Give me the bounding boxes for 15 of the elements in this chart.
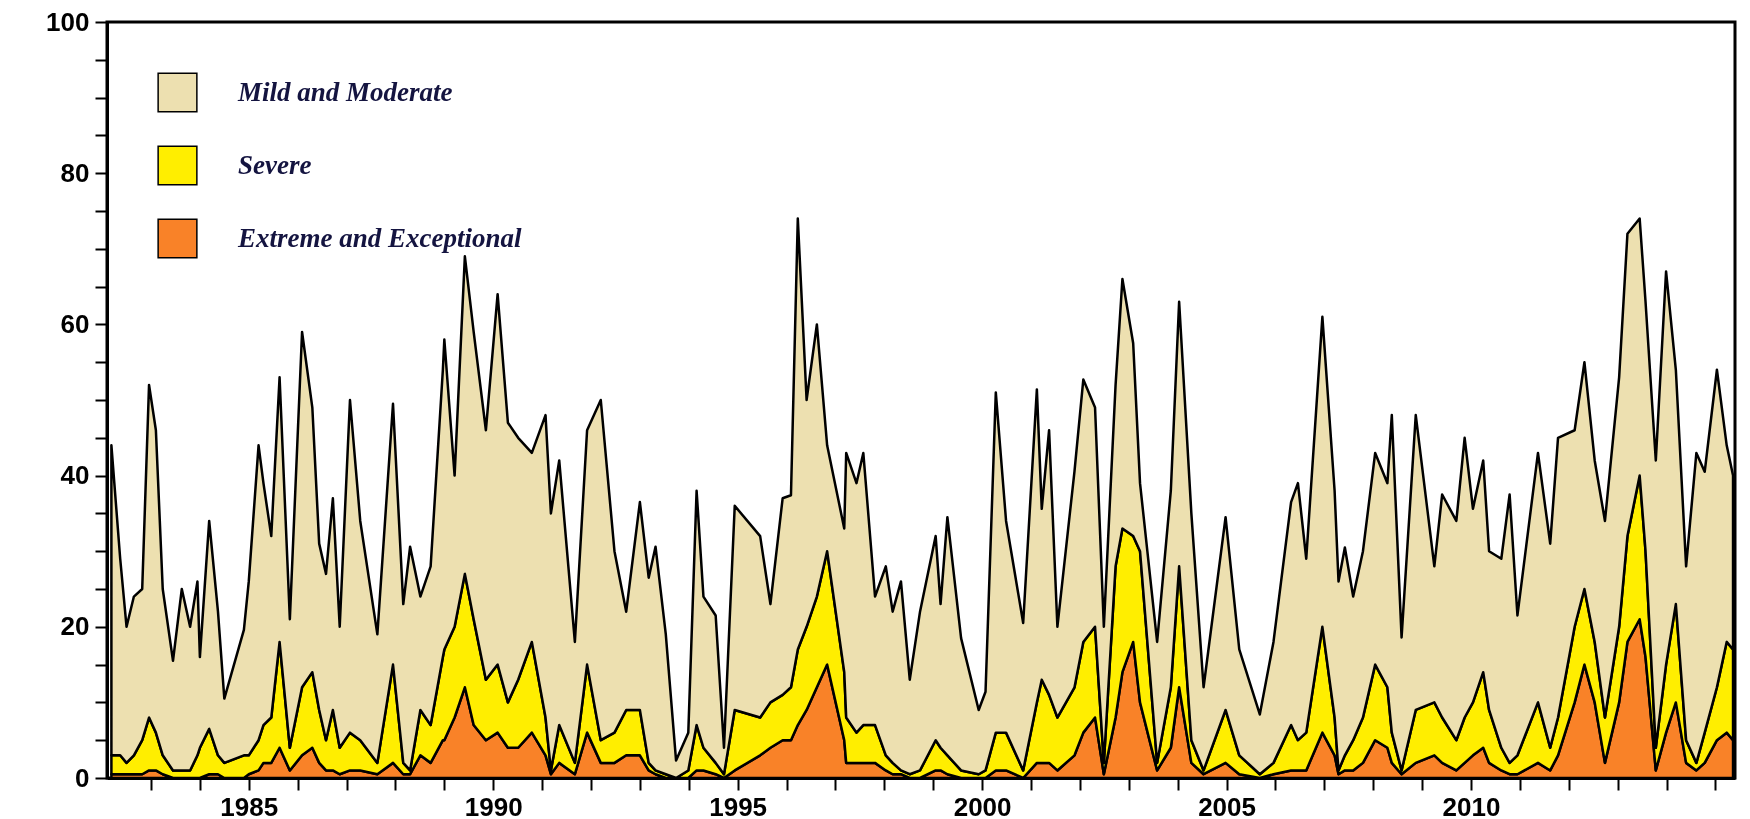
x-tick-label: 2010 [1442, 791, 1501, 819]
x-tick-label: 1990 [464, 791, 523, 819]
y-tick-label: 80 [60, 157, 90, 188]
legend-label: Severe [238, 149, 312, 180]
x-tick-label: 1995 [709, 791, 768, 819]
legend-label: Mild and Moderate [237, 76, 453, 107]
y-tick-label: 60 [60, 308, 90, 339]
y-tick-label: 40 [60, 460, 90, 491]
legend-label: Extreme and Exceptional [237, 222, 522, 253]
y-tick-label: 100 [46, 6, 90, 37]
y-tick-label: 20 [60, 611, 90, 642]
y-tick-label: 0 [75, 762, 90, 793]
x-tick-label: 2005 [1198, 791, 1256, 819]
x-tick-label: 1985 [220, 791, 279, 819]
x-tick-label: 2000 [953, 791, 1012, 819]
